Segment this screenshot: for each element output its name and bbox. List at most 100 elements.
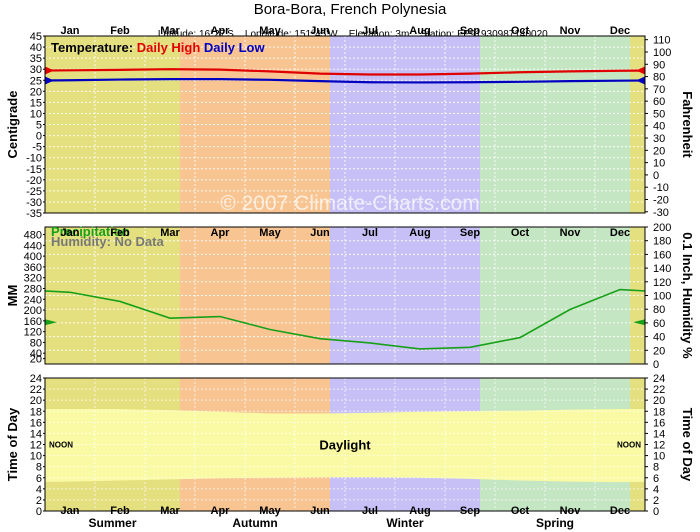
precipitation-ytick-label: 80 <box>30 337 42 349</box>
daylight-ylabel: Time of Day <box>5 407 20 481</box>
season-label: Winter <box>386 516 424 530</box>
precipitation-ytick-label: 40 <box>30 348 42 360</box>
temperature-ytick-label: -15 <box>26 164 42 176</box>
temperature-legend-label: Temperature: <box>51 40 137 55</box>
month-label-bottom: Mar <box>160 505 180 517</box>
temperature-ytick-label: 35 <box>30 53 42 65</box>
temperature-ytick-label: 45 <box>30 31 42 43</box>
temperature-ytick-label: -5 <box>32 142 42 154</box>
precipitation-ytick-right-label: 40 <box>653 332 665 344</box>
precipitation-ytick-right-label: 180 <box>653 236 671 248</box>
month-label-precipitation: Aug <box>409 227 430 239</box>
daylight-ylabel-right: Time of Day <box>680 408 695 482</box>
daylight-ytick-label: 6 <box>36 473 42 485</box>
precipitation-left-marker <box>45 319 57 326</box>
temperature-ytick-right-label: 10 <box>653 158 665 170</box>
month-label-precipitation: May <box>259 227 281 239</box>
precipitation-ytick-right-label: 160 <box>653 249 671 261</box>
precipitation-ytick-right-label: 20 <box>653 345 665 357</box>
month-label-bottom: Aug <box>409 505 430 517</box>
temperature-ytick-right-label: -10 <box>653 182 669 194</box>
daily-high-line <box>44 68 646 76</box>
temperature-ytick-right-label: 50 <box>653 108 665 120</box>
noon-label-left: NOON <box>49 441 73 450</box>
daylight-ytick-label: 2 <box>36 495 42 507</box>
daylight-ytick-label: 0 <box>36 506 42 518</box>
daylight-ytick-label: 22 <box>30 384 42 396</box>
temperature-ytick-right-label: -20 <box>653 194 669 206</box>
month-label-precipitation: Jan <box>61 227 80 239</box>
season-label: Summer <box>88 516 136 530</box>
precipitation-ytick-label: 480 <box>24 230 42 242</box>
month-label-bottom: Nov <box>560 505 582 517</box>
month-label-top: Apr <box>211 25 231 37</box>
daylight-ytick-label: 18 <box>30 406 42 418</box>
month-label-top: Dec <box>610 25 630 37</box>
daily-low-left-marker <box>45 76 54 85</box>
month-label-precipitation: Jun <box>310 227 330 239</box>
daily-high-left-marker <box>45 66 54 75</box>
temperature-ytick-label: -20 <box>26 175 42 187</box>
precipitation-ytick-label: 200 <box>24 305 42 317</box>
daylight-ytick-right-label: 14 <box>653 428 665 440</box>
daylight-ytick-right-label: 16 <box>653 417 665 429</box>
station-text: Station: FP91930987140020 <box>420 29 548 40</box>
daylight-ytick-right-label: 6 <box>653 473 659 485</box>
precipitation-ytick-label: 20 <box>30 354 42 366</box>
month-label-precipitation: Sep <box>460 227 480 239</box>
daily-low-line <box>44 78 646 84</box>
temperature-ytick-right-label: 0 <box>653 170 659 182</box>
daylight-ytick-right-label: 8 <box>653 462 659 474</box>
daylight-ytick-right-label: 4 <box>653 484 659 496</box>
month-label-top: Aug <box>409 25 430 37</box>
month-label-top: Jun <box>310 25 330 37</box>
daylight-ytick-right-label: 2 <box>653 495 659 507</box>
temperature-ytick-right-label: -30 <box>653 207 669 219</box>
temperature-ytick-label: -35 <box>26 208 42 220</box>
temperature-ytick-label: -30 <box>26 197 42 209</box>
month-label-top: Sep <box>460 25 480 37</box>
daylight-ytick-right-label: 20 <box>653 395 665 407</box>
precipitation-ytick-right-label: 200 <box>653 222 671 234</box>
precipitation-ytick-right-label: 60 <box>653 318 665 330</box>
precipitation-ytick-right-label: 140 <box>653 263 671 275</box>
month-label-bottom: Dec <box>610 505 630 517</box>
temperature-frame <box>44 35 646 214</box>
elevation-text: Elevation: 3m <box>348 29 410 40</box>
watermark-text: © 2007 Climate-Charts.com <box>220 192 479 215</box>
temperature-ytick-right-label: 60 <box>653 96 665 108</box>
daylight-ytick-label: 4 <box>36 484 42 496</box>
temperature-ytick-label: 10 <box>30 108 42 120</box>
daylight-ytick-label: 10 <box>30 451 42 463</box>
precipitation-legend: Precipitation <box>51 224 130 239</box>
precipitation-ytick-right-label: 0 <box>653 359 659 371</box>
daily-high-legend: Daily High <box>137 40 204 55</box>
daylight-ytick-right-label: 10 <box>653 451 665 463</box>
longitude-text: Longitude: 151°45'W <box>244 29 338 40</box>
month-label-bottom: Sep <box>460 505 480 517</box>
temperature-ytick-label: 0 <box>36 131 42 143</box>
temperature-ytick-right-label: 30 <box>653 133 665 145</box>
month-label-precipitation: Oct <box>511 227 530 239</box>
daily-low-right-marker <box>636 76 645 85</box>
daylight-frame <box>44 377 646 512</box>
temperature-ytick-label: 30 <box>30 64 42 76</box>
precipitation-ylabel: MM <box>5 285 20 307</box>
humidity-legend: Humidity: No Data <box>51 234 164 249</box>
month-label-bottom: Jun <box>310 505 330 517</box>
daylight-ytick-right-label: 12 <box>653 440 665 452</box>
temperature-ytick-label: 40 <box>30 42 42 54</box>
month-label-bottom: Feb <box>110 505 130 517</box>
month-label-top: Mar <box>160 25 180 37</box>
month-label-bottom: Apr <box>211 505 231 517</box>
month-label-bottom: Oct <box>511 505 530 517</box>
month-label-precipitation: Dec <box>610 227 630 239</box>
month-label-precipitation: Apr <box>211 227 231 239</box>
precipitation-ytick-label: 160 <box>24 316 42 328</box>
temperature-ytick-label: 25 <box>30 75 42 87</box>
temperature-ytick-right-label: 100 <box>653 47 671 59</box>
daily-high-right-marker <box>636 66 645 75</box>
daylight-ytick-label: 12 <box>30 440 42 452</box>
temperature-ytick-right-label: 70 <box>653 84 665 96</box>
temperature-ytick-right-label: 40 <box>653 121 665 133</box>
